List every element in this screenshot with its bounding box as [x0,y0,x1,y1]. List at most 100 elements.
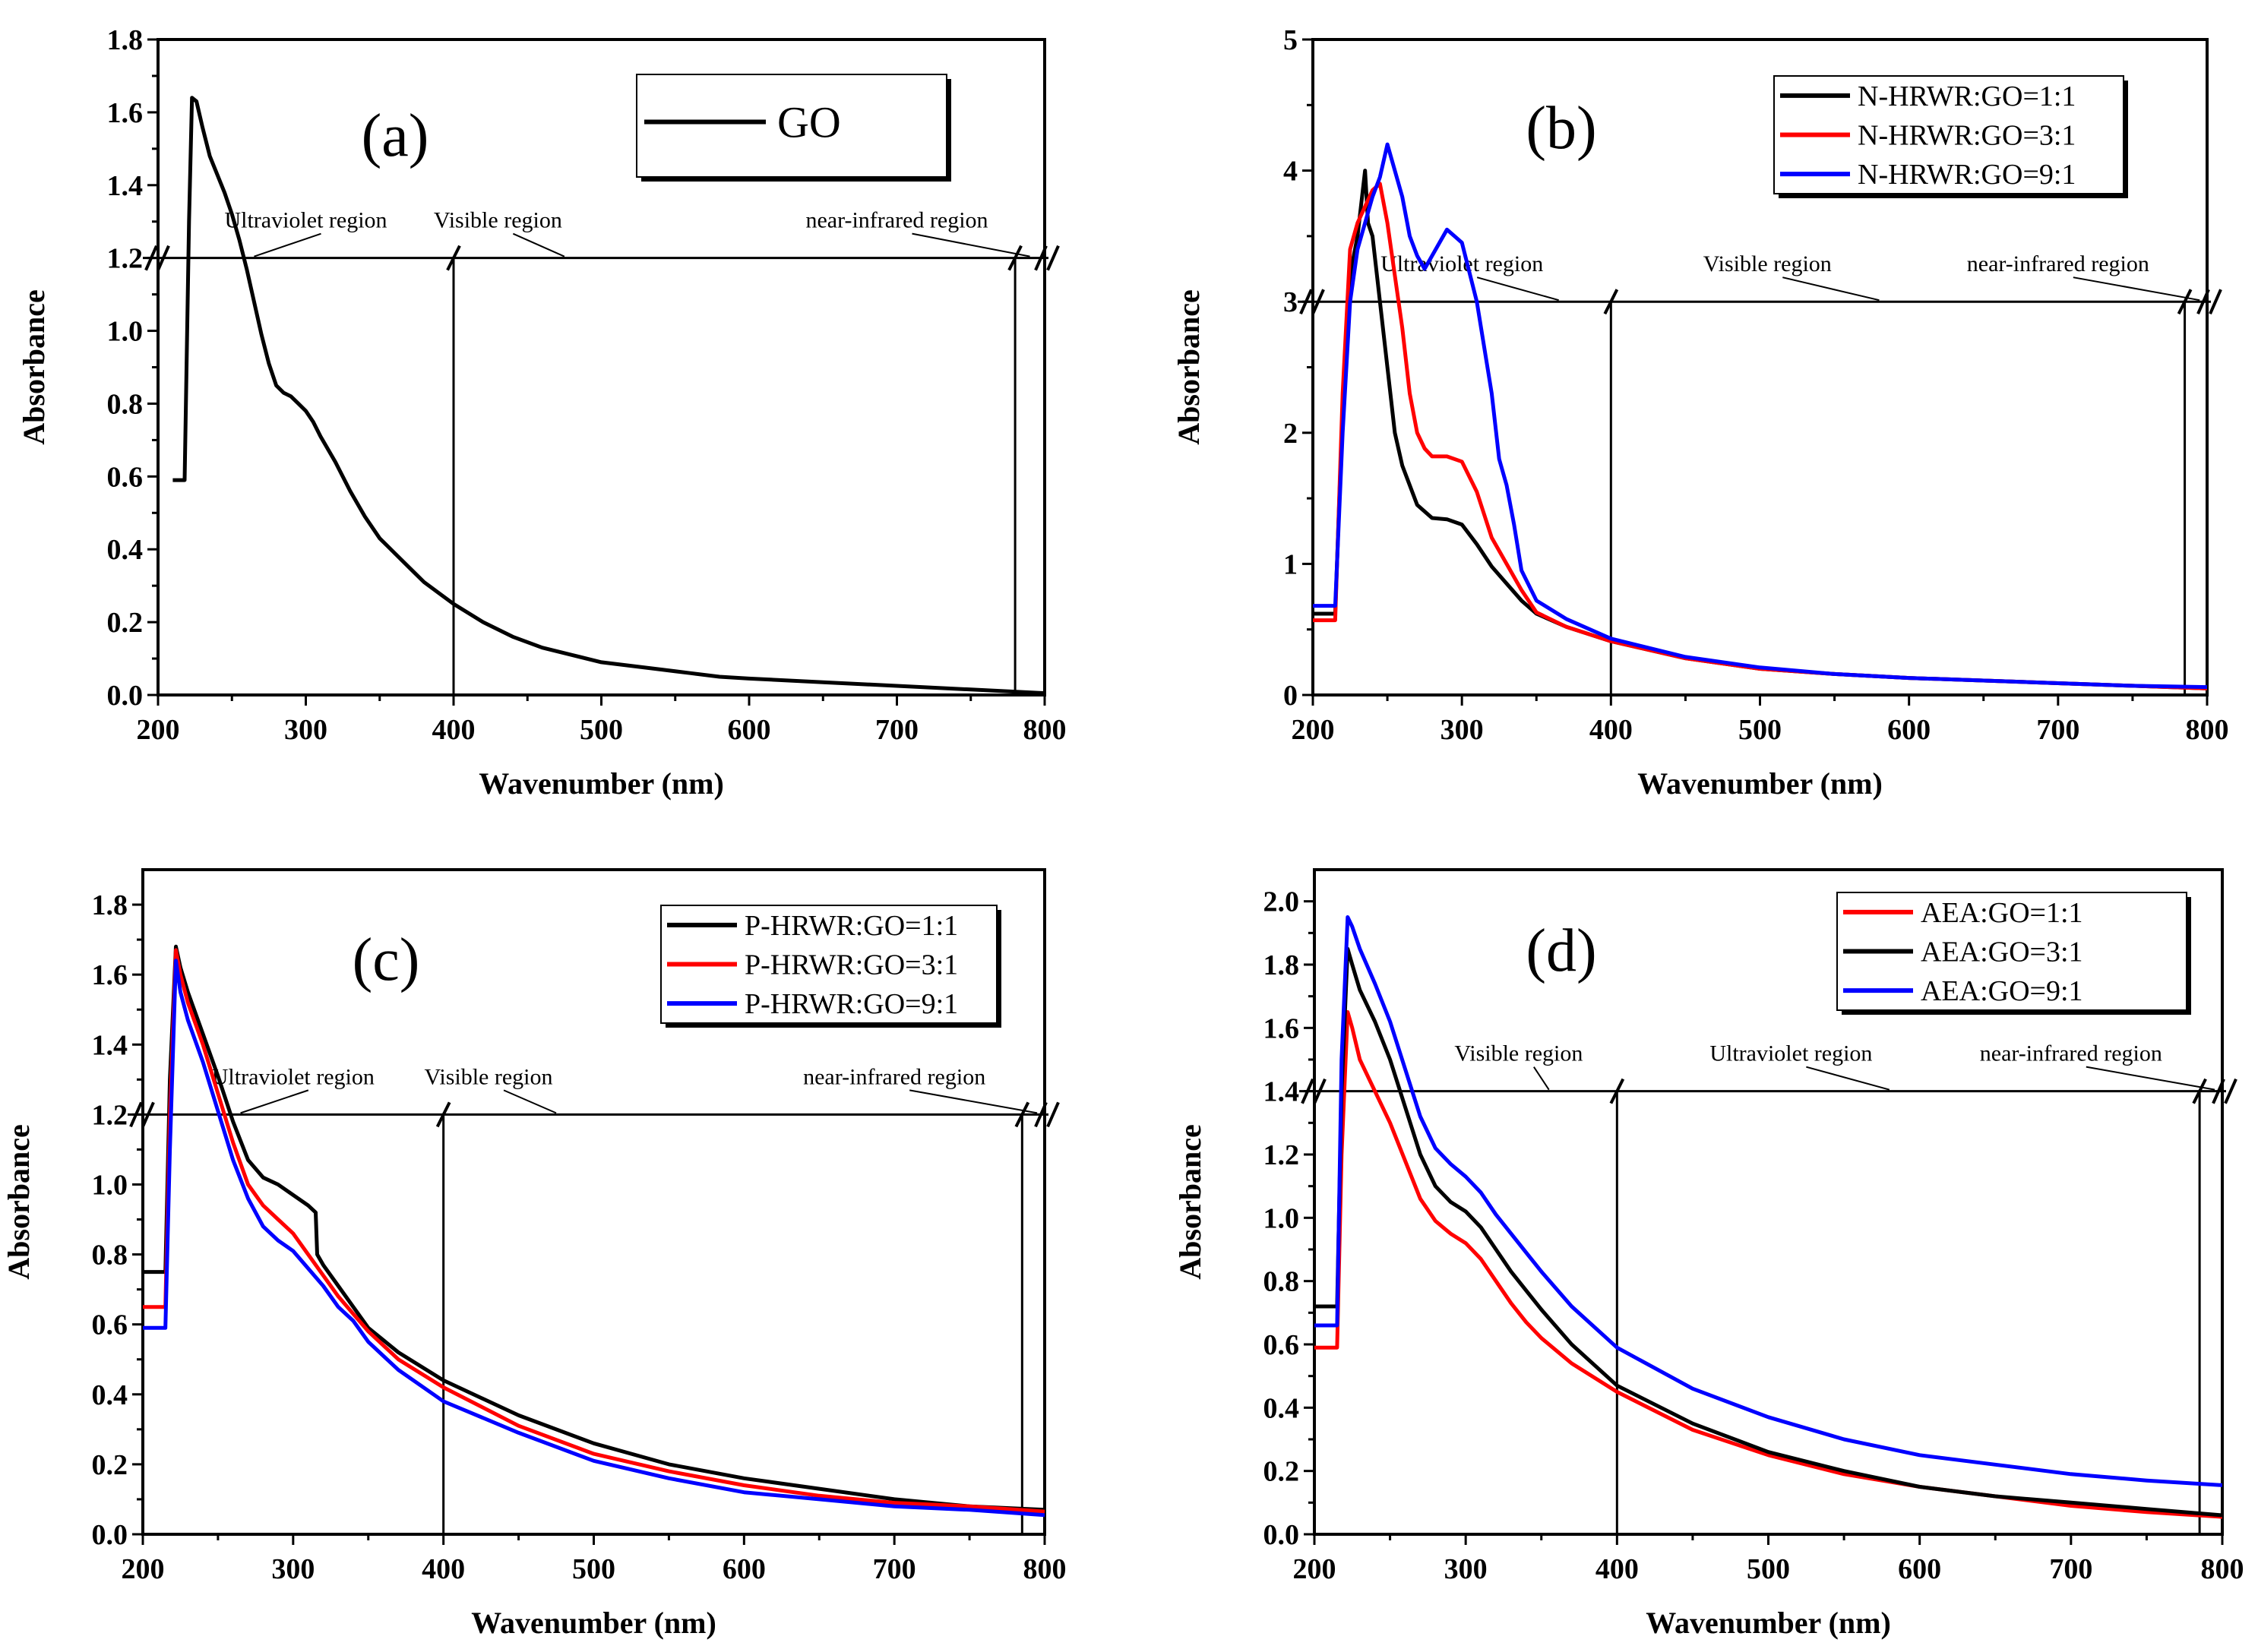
x-tick-label: 200 [137,714,180,746]
series-group [143,944,1045,1518]
region-arrow [909,1089,1038,1114]
y-tick-label: 1.4 [92,1029,128,1061]
x-tick-label: 200 [1292,714,1335,746]
y-tick-label: 5 [1283,24,1298,56]
x-tick-label: 500 [580,714,623,746]
region-arrow [1476,276,1559,302]
x-tick-label: 500 [572,1553,615,1585]
x-tick-label: 300 [1441,714,1484,746]
region-label: Visible region [425,1064,553,1089]
x-tick-label: 300 [284,714,327,746]
y-tick-label: 0.6 [1263,1329,1300,1361]
panel-a: 200 300 400 500 600 700 800 0.0 0.2 0.4 0.6 0.8 1.0 1… [17,24,1067,801]
x-axis-title: Wavenumber (nm) [471,1606,716,1640]
y-tick-label: 1.6 [1263,1012,1300,1044]
region-label: Ultraviolet region [1380,251,1543,276]
y-tick-label: 2.0 [1263,886,1300,918]
y-tick-label: 1.6 [107,97,144,129]
series-line-aea-go-3-1 [1314,946,2222,1518]
region-label: near-infrared region [1980,1041,2162,1066]
axis-break-mark [1034,1101,1048,1128]
x-axis-title: Wavenumber (nm) [479,766,724,801]
x-tick-label: 500 [1738,714,1782,746]
series-line-p-hrwr-go-1-1 [143,944,1045,1512]
region-arrow [2086,1066,2215,1091]
y-tick-label: 1.0 [107,316,144,348]
region-arrow [254,232,321,257]
region-label: near-infrared region [803,1064,985,1089]
panel-label: (c) [353,927,420,993]
region-label: Visible region [1703,251,1832,276]
axis-break-mark [2224,1078,2237,1104]
y-tick-label: 0.4 [1263,1392,1300,1424]
legend: N-HRWR:GO=1:1 N-HRWR:GO=3:1 N-HRWR:GO=9:1 [1773,75,2128,198]
x-tick-label: 300 [271,1553,315,1585]
y-tick-label: 0.8 [107,388,144,420]
region-label: Ultraviolet region [1709,1041,1872,1066]
series-group [1313,142,2207,690]
legend: AEA:GO=1:1 AEA:GO=3:1 AEA:GO=9:1 [1836,892,2191,1015]
axis-break-mark [144,245,158,271]
y-tick-label: 1.8 [107,24,144,56]
region-label: Visible region [1454,1041,1583,1066]
y-axis-title: Absorbance [17,289,51,444]
legend-entry-label: AEA:GO=3:1 [1921,937,2083,968]
y-tick-label: 1.4 [107,170,144,202]
panel-label: (a) [362,103,429,169]
legend-entry-label: N-HRWR:GO=3:1 [1858,120,2076,152]
y-tick-label: 0 [1283,680,1298,712]
y-tick-label: 0.4 [107,534,144,566]
legend-entry-label: GO [777,98,841,147]
region-break-mark [1007,245,1023,271]
region-arrow [1782,276,1880,302]
y-tick-label: 3 [1283,286,1298,318]
axis-break-mark [2209,289,2222,315]
region-break-mark [1014,1101,1030,1128]
x-tick-label: 600 [1898,1553,1941,1585]
legend: GO [636,74,951,182]
y-tick-label: 4 [1283,156,1298,188]
y-tick-label: 0.0 [92,1519,128,1551]
y-tick-label: 0.4 [92,1379,128,1411]
region-arrow [912,232,1030,257]
legend-entry-label: AEA:GO=1:1 [1921,897,2083,929]
axis-break-mark [1299,289,1313,315]
y-tick-label: 1.6 [92,959,128,991]
x-tick-label: 500 [1747,1553,1790,1585]
y-tick-label: 1 [1283,548,1298,580]
x-tick-label: 300 [1444,1553,1488,1585]
axis-break-mark [1301,1078,1314,1104]
y-tick-label: 0.0 [1263,1519,1300,1551]
region-arrow [1533,1066,1550,1091]
y-tick-label: 0.6 [92,1309,128,1341]
axis-break-mark [129,1101,143,1128]
series-group [172,96,1045,695]
panel-c: 200 300 400 500 600 700 800 0.0 0.2 0.4 0.6 0.8 1.0 1… [2,868,1067,1640]
series-line-aea-go-9-1 [1314,915,2222,1487]
panel-label: (b) [1526,95,1596,162]
x-tick-label: 700 [875,714,919,746]
y-tick-label: 1.0 [92,1169,128,1201]
x-tick-label: 400 [422,1553,465,1585]
y-axis-title: Absorbance [1172,289,1206,444]
x-tick-label: 400 [1589,714,1633,746]
axis-break-mark [1034,245,1048,271]
x-tick-label: 600 [723,1553,766,1585]
axis-break-mark [1311,289,1325,315]
y-tick-label: 1.8 [92,889,128,921]
axis-break-mark [2212,1078,2225,1104]
x-tick-label: 600 [728,714,771,746]
panel-label: (d) [1526,918,1596,984]
y-axis-title: Absorbance [1173,1124,1207,1279]
axis-break-mark [157,245,170,271]
x-tick-label: 400 [432,714,476,746]
x-tick-label: 700 [2036,714,2079,746]
x-tick-label: 800 [2201,1553,2244,1585]
legend: P-HRWR:GO=1:1 P-HRWR:GO=3:1 P-HRWR:GO=9:1 [660,905,1001,1028]
legend-entry-label: P-HRWR:GO=9:1 [745,988,958,1020]
y-tick-label: 1.4 [1263,1076,1300,1108]
x-tick-label: 800 [1023,714,1067,746]
x-axis-title: Wavenumber (nm) [1637,766,1883,801]
region-arrow [2073,276,2200,302]
